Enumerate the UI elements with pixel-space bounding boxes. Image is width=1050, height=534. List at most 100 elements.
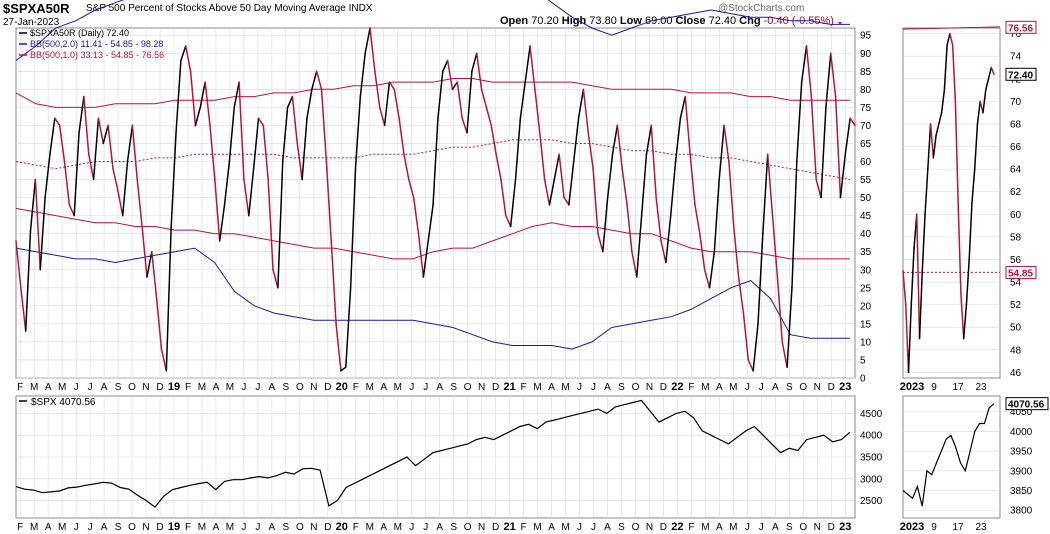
price-segment: [374, 70, 381, 109]
price-segment: [296, 142, 303, 181]
price-segment: [437, 70, 444, 119]
spx-x-tick-label: D: [156, 522, 163, 533]
spx-y-tick-label: 3500: [860, 453, 883, 464]
price-segment: [490, 124, 497, 156]
price-segment: [500, 178, 507, 217]
price-segment: [189, 70, 197, 127]
price-segment: [679, 95, 687, 119]
main-x-tick-label: J: [241, 382, 246, 393]
spx-x-tick-label: D: [828, 522, 835, 533]
main-panel-frame: [15, 27, 856, 379]
inset-x-tick-label: 23: [975, 382, 987, 393]
inset-price-segment: [968, 202, 973, 261]
price-segment: [233, 81, 240, 109]
inset-price-tag: 72.40: [1008, 70, 1033, 81]
inset-price-segment: [905, 303, 910, 374]
price-segment: [330, 240, 337, 325]
inset-bb-upper: [902, 26, 1001, 30]
price-segment: [252, 117, 260, 170]
price-segment: [359, 52, 366, 98]
inset-y-tick-label: 60: [1010, 210, 1022, 221]
spx-inset-x-tick-label: 9: [931, 522, 937, 533]
spx-x-tick-label: M: [58, 522, 66, 533]
spx-x-tick-label: F: [185, 522, 191, 533]
price-segment: [485, 106, 493, 127]
main-x-tick-label: O: [296, 382, 304, 393]
chg-label: Chg: [739, 15, 761, 27]
price-segment: [277, 160, 284, 289]
price-segment: [320, 88, 328, 163]
inset-price-segment: [971, 168, 976, 204]
spx-inset-line: [902, 403, 995, 507]
main-x-tick-label: J: [591, 382, 596, 393]
inset-price-segment: [949, 32, 954, 46]
price-segment: [78, 95, 85, 134]
price-segment: [558, 153, 565, 199]
price-segment: [752, 323, 759, 372]
price-segment: [354, 95, 362, 170]
price-segment: [417, 232, 425, 278]
main-y-tick-label: 90: [860, 49, 872, 60]
bb1-upper-line: [15, 78, 850, 108]
inset-price-segment: [960, 292, 965, 340]
price-segment: [572, 117, 580, 163]
main-x-tick-label: A: [101, 382, 108, 393]
price-segment: [398, 117, 405, 156]
price-segment: [757, 232, 764, 325]
spx-x-tick-label: A: [269, 522, 276, 533]
main-x-tick-label: D: [324, 382, 331, 393]
price-segment: [272, 269, 279, 289]
spx-x-tick-label: 23: [839, 521, 851, 533]
price-segment: [131, 124, 138, 181]
main-x-tick-label: S: [115, 382, 122, 393]
spx-legend-entry: $SPX 4070.56: [31, 397, 96, 408]
price-segment: [369, 27, 376, 73]
open-value: 70.20: [531, 15, 559, 27]
price-segment: [766, 153, 774, 217]
main-x-tick-label: J: [759, 382, 764, 393]
price-segment: [815, 178, 822, 199]
price-segment: [674, 117, 682, 163]
inset-price-segment: [918, 269, 924, 340]
inset-price-segment: [943, 44, 948, 91]
main-x-tick-label: M: [366, 382, 374, 393]
price-segment: [267, 178, 274, 271]
price-segment: [703, 269, 711, 289]
spx-x-tick-label: J: [591, 522, 596, 533]
low-label: Low: [619, 15, 642, 27]
price-segment: [335, 323, 342, 372]
price-segment: [136, 178, 143, 228]
price-segment: [349, 167, 357, 289]
price-segment: [849, 117, 856, 127]
price-segment: [597, 232, 604, 253]
main-x-tick-label: S: [786, 382, 793, 393]
spx-x-tick-label: M: [729, 522, 737, 533]
main-x-tick-label: D: [156, 382, 163, 393]
inset-price-segment: [982, 89, 987, 114]
price-segment: [214, 178, 221, 242]
price-segment: [364, 27, 371, 55]
price-segment: [694, 204, 701, 235]
main-x-tick-label: F: [688, 382, 694, 393]
price-segment: [146, 250, 153, 278]
price-segment: [669, 160, 677, 217]
spx-x-tick-label: M: [226, 522, 234, 533]
price-segment: [126, 124, 134, 163]
inset-price-segment: [962, 303, 968, 340]
chart-date: 27-Jan-2023: [3, 17, 60, 28]
main-x-tick-label: A: [716, 382, 723, 393]
main-x-tick-label: 22: [671, 381, 683, 393]
inset-y-tick-label: 58: [1010, 232, 1022, 243]
spx-x-tick-label: D: [324, 522, 331, 533]
main-y-tick-label: 75: [860, 103, 872, 114]
close-value: 72.40: [708, 15, 737, 27]
inset-price-segment: [987, 66, 992, 80]
main-x-tick-label: M: [226, 382, 234, 393]
spx-inset-frame: [902, 395, 1001, 519]
price-segment: [810, 95, 817, 181]
main-x-tick-label: S: [283, 382, 290, 393]
bb1-lower-line: [15, 207, 850, 260]
main-y-tick-label: 20: [860, 301, 872, 312]
price-segment: [63, 160, 71, 206]
inset-y-tick-label: 46: [1010, 368, 1022, 379]
